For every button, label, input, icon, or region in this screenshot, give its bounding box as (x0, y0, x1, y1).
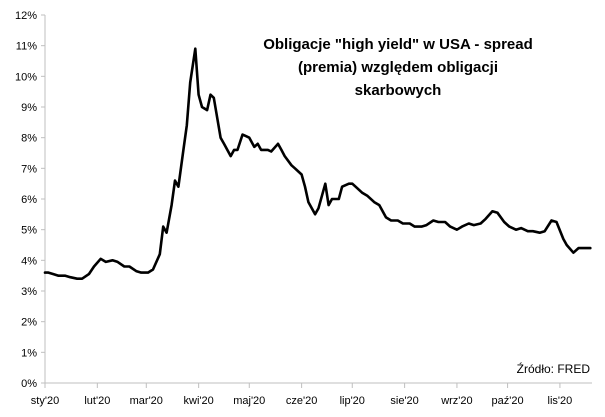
x-tick-label: cze'20 (286, 395, 317, 407)
x-axis: sty'20 lut'20 mar'20 kwi'20 maj'20 cze'20 lip'… (31, 382, 592, 407)
x-tick-label: wrz'20 (440, 395, 472, 407)
y-tick-label: 2% (21, 317, 37, 329)
x-tick-label: kwi'20 (184, 395, 214, 407)
y-tick-label: 10% (15, 71, 37, 83)
x-tick-label: sty'20 (31, 395, 59, 407)
chart-title-line: Obligacje "high yield" w USA - spread (263, 36, 533, 53)
x-tick-label: sie'20 (390, 395, 418, 407)
y-tick-label: 4% (21, 255, 37, 267)
y-tick-label: 7% (21, 163, 37, 175)
y-tick-label: 0% (21, 378, 37, 390)
y-tick-label: 8% (21, 133, 37, 145)
x-tick-label: maj'20 (233, 395, 265, 407)
chart-title-line: (premia) względem obligacji (298, 59, 498, 76)
source-label: Źródło: FRED (517, 361, 591, 376)
y-tick-label: 5% (21, 225, 37, 237)
series-group (43, 47, 592, 281)
y-tick-label: 3% (21, 286, 37, 298)
y-axis: 0% 1% 2% 3% 4% 5% 6% 7% 8% 9% 10% 11% 12% (15, 10, 46, 390)
series-line (43, 47, 592, 281)
x-tick-label: mar'20 (130, 395, 163, 407)
y-tick-label: 1% (21, 347, 37, 359)
x-tick-label: paź'20 (492, 395, 524, 407)
chart-title: Obligacje "high yield" w USA - spread (pr… (263, 36, 533, 99)
y-tick-label: 6% (21, 194, 37, 206)
x-tick-label: lis'20 (548, 395, 573, 407)
y-tick-label: 11% (16, 41, 37, 53)
chart-title-line: skarbowych (355, 82, 442, 99)
x-tick-label: lip'20 (340, 395, 365, 407)
x-tick-label: lut'20 (84, 395, 110, 407)
y-tick-label: 12% (15, 10, 37, 22)
y-tick-label: 9% (21, 102, 37, 114)
